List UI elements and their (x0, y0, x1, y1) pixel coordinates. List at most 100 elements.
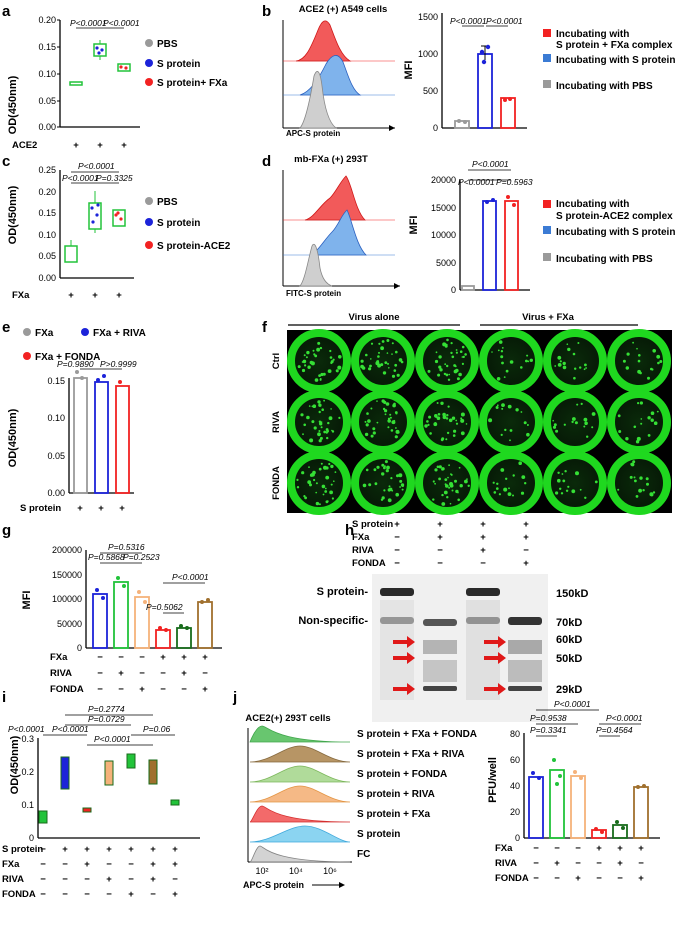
plaque-dot (301, 368, 306, 373)
plaque-dot (322, 372, 326, 376)
plaque-dot (453, 429, 457, 433)
plaque-dot (401, 488, 404, 491)
panel-g-row-mark: − (118, 684, 124, 695)
panel-h-row-mark: − (394, 545, 400, 556)
plaque-dot (303, 354, 306, 357)
panel-k-ylabel: PFU/well (487, 757, 499, 803)
plaque-dot (435, 351, 438, 354)
plaque-dot (554, 365, 557, 367)
panel-h-row-mark: + (394, 519, 400, 530)
plaque-dot (515, 408, 519, 412)
panel-g-bar (92, 593, 108, 649)
box-s-protein-fxa (117, 63, 131, 72)
plaque-dot (391, 420, 396, 425)
plaque-dot (391, 489, 394, 492)
marker-60kd: 60kD (556, 634, 582, 646)
plaque-dot (491, 351, 493, 353)
panel-g-row-mark: − (160, 668, 166, 679)
plaque-dot (366, 412, 369, 415)
plaque-dot (302, 433, 304, 436)
panel-f-header-2: Virus + FXa (522, 312, 575, 323)
plaque-dot (320, 372, 324, 377)
plaque-dot (454, 479, 457, 483)
plaque-dot (303, 423, 307, 427)
panel-k-ytick: 40 (510, 781, 520, 791)
panel-i-row-mark: + (150, 844, 156, 855)
plaque-dot (382, 371, 387, 375)
plaque-dot (329, 356, 333, 359)
plaque-dot (441, 493, 444, 497)
panel-i-pval: P=0.0729 (88, 714, 125, 724)
panel-j-xtick: 10⁶ (323, 866, 337, 876)
plaque-dot (626, 352, 630, 356)
plaque-dot (438, 355, 442, 359)
panel-k-row-mark: + (596, 843, 602, 854)
panel-i: OD(450nm) 0 0.1 0.2 0.3 P=0.2774 P=0.072… (2, 704, 200, 900)
plaque-dot (387, 488, 391, 492)
panel-k-row-mark: + (617, 858, 623, 869)
plaque-dot (503, 487, 508, 492)
panel-a-ytick: 0.00 (38, 122, 56, 132)
panel-a-legend-pbs: PBS (157, 39, 178, 50)
plaque-dot (323, 399, 325, 402)
plaque-dot (636, 347, 638, 350)
panel-b-legend-line: Incubating with (556, 29, 629, 40)
plaque-dot (338, 416, 341, 419)
panel-h-row-mark: + (523, 519, 529, 530)
panel-h-row-mark: + (437, 532, 443, 543)
plaque-dot (434, 468, 438, 472)
plaque-dot (451, 416, 456, 420)
panel-c-pval-3: P=0.3325 (96, 173, 133, 183)
plaque-dot (646, 482, 649, 486)
plaque-dot (325, 500, 329, 504)
plaque-dot (584, 496, 587, 499)
plaque-dot (427, 423, 430, 426)
plaque-dot (330, 483, 333, 486)
panel-i-row-mark: − (40, 844, 46, 855)
panel-g-bar (155, 629, 171, 649)
plaque-dot (576, 403, 579, 406)
plaque-dot (505, 369, 509, 373)
plaque-dot (319, 346, 323, 350)
plaque-dot (365, 353, 368, 357)
plaque-dot (526, 432, 530, 437)
plaque-dot (386, 352, 389, 354)
plaque-dot (380, 346, 384, 351)
blot-label-s-protein: S protein- (317, 586, 369, 598)
panel-c-row-label: FXa (12, 290, 30, 301)
plaque-dot (459, 484, 463, 488)
box (104, 760, 114, 786)
panel-i-row-label: S protein (2, 844, 43, 855)
panel-g-row-mark: − (181, 684, 187, 695)
plaque-dot (325, 466, 329, 470)
plaque-dot (435, 416, 438, 418)
panel-d-ytick: 5000 (436, 258, 456, 268)
plaque-dot (437, 413, 441, 416)
panel-d-pval-3: P=0.5963 (496, 177, 533, 187)
panel-i-row-mark: − (40, 889, 46, 900)
plaque-dot (310, 472, 315, 477)
panel-a-ytick: 0.20 (38, 15, 56, 25)
plaque-dot (372, 431, 376, 435)
panel-g-row-mark: + (202, 684, 208, 695)
box (148, 759, 158, 785)
panel-i-row-mark: + (106, 844, 112, 855)
plaque-dot (448, 464, 450, 467)
plaque-dot (461, 345, 465, 349)
plaque-dot (333, 480, 335, 483)
plaque-dot (638, 354, 641, 357)
plaque-dot (307, 480, 312, 484)
plaque-dot (450, 351, 453, 355)
plaque-dot (466, 478, 468, 480)
panel-i-row-mark: − (106, 859, 112, 870)
panel-f-header-1: Virus alone (348, 312, 399, 323)
panel-i-pval: P<0.0001 (52, 724, 89, 734)
plaque-dot (446, 364, 449, 368)
plaque-dot (635, 440, 640, 444)
plaque-dot (637, 402, 640, 405)
plaque-dot (362, 483, 367, 488)
plaque-dot (327, 421, 330, 425)
plaque-dot (500, 468, 505, 472)
panel-k-pval: P=0.9538 (530, 713, 567, 723)
